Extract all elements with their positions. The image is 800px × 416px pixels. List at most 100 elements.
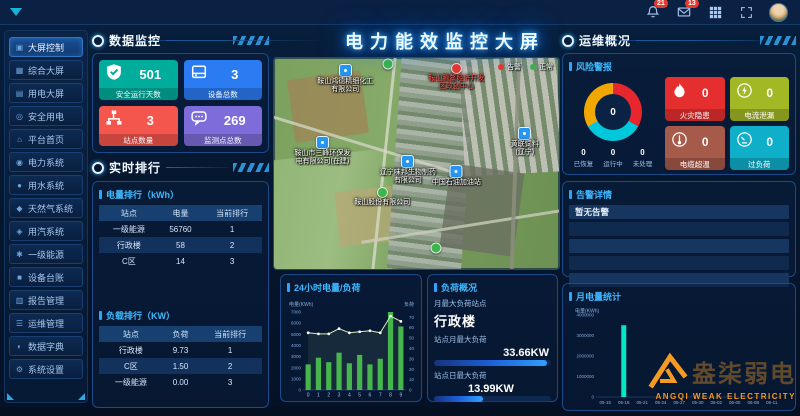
daily-max-load-value: 13.99KW	[468, 383, 514, 395]
sidebar-item-11[interactable]: ■ 设备台账	[9, 267, 83, 287]
hourly-bar-line-chart: 电量(KWh) 负荷 0 1000 2000 3000 4000 5000 6000 7000 0 1…	[287, 298, 415, 405]
table-cell: 一级能源	[112, 224, 145, 234]
map-marker[interactable]: 中国石油加油站	[432, 165, 481, 187]
apps-grid-button[interactable]	[707, 4, 723, 20]
sidebar-item-9[interactable]: ◈ 用汽系统	[9, 221, 83, 241]
comprehensive-screen-icon: ▦	[15, 65, 24, 75]
hourly-chart-subtitle: 24小时电量/负荷	[287, 281, 415, 294]
table-cell: 一级能源	[114, 377, 147, 387]
data-monitor-panel: 501 安全运行天数 3 设备总数 3 站点数量 269 监测点总数	[92, 53, 269, 153]
sidebar-item-6[interactable]: ◉ 电力系统	[9, 152, 83, 172]
monthly-energy-panel: 月电量统计 电量(KWh) 0 1000000 2000000 3000000 40000…	[562, 283, 796, 411]
map-marker[interactable]: 鞍山腾鳌经济开发区政创中心	[425, 62, 487, 91]
map-marker[interactable]: 鞍山鸿德精细化工有限公司	[314, 64, 376, 94]
risk-alert-cards: 0 火灾隐患 0 电流泄漏 0 电缆超温 0 过负荷	[665, 77, 789, 170]
messages-button[interactable]: 13	[676, 0, 699, 20]
risk-status-donut-chart: 0	[584, 83, 642, 141]
hourly-bar	[326, 362, 332, 390]
sidebar-item-14[interactable]: ◐ 数据字典	[9, 336, 83, 356]
monthly-energy-subtitle: 月电量统计	[569, 290, 789, 303]
subtitle-bar-icon	[569, 62, 572, 71]
screen-control-icon: ▣	[15, 42, 24, 52]
svg-text:70: 70	[409, 315, 415, 320]
alarm-detail-subtitle: 告警详情	[569, 188, 789, 201]
sidebar-item-5[interactable]: ⌂ 平台首页	[9, 129, 83, 149]
sidebar-item-label: 系统设置	[28, 364, 65, 375]
table-cell: C区	[124, 361, 138, 371]
ops-icon: ☰	[15, 318, 24, 328]
shield-check-icon	[105, 63, 123, 86]
sidebar-item-12[interactable]: ▥ 报告管理	[9, 290, 83, 310]
map-marker[interactable]: 黄联饲料(辽宁)	[508, 127, 542, 157]
svg-text:05-15: 05-15	[599, 400, 611, 405]
stat-card: 3 设备总数	[183, 60, 262, 100]
risk-alert-panel: 风险警报 0 0 已恢复 0 运行中 0 未处理 0 火灾隐患 0 电流泄漏 0 电缆超温 0 过负荷	[562, 53, 796, 175]
notifications-button[interactable]: 21	[645, 0, 668, 20]
map-marker[interactable]: 辽宁味邦生物制药有限公司	[377, 154, 439, 185]
realtime-rank-panel: 电量排行（kWh） 站点 电量 当前排行 一级能源 56760 1 行政楼 58 2 C区 14 3 …	[92, 181, 269, 408]
sidebar-item-3[interactable]: ▤ 用电大屏	[9, 83, 83, 103]
sidebar-item-4[interactable]: ◎ 安全用电	[9, 106, 83, 126]
table-row: C区 1.50 2	[99, 358, 262, 374]
table-cell: 0.00	[172, 377, 189, 387]
sidebar-item-1[interactable]: ▣ 大屏控制	[9, 37, 83, 57]
sidebar-item-2[interactable]: ▦ 综合大屏	[9, 60, 83, 80]
header-decor-line-left	[96, 40, 326, 41]
topbar-logo	[0, 8, 22, 16]
risk-alert-subtitle: 风险警报	[569, 60, 789, 73]
table-cell: 56760	[169, 224, 192, 234]
alert-card: 0 电缆超温	[665, 126, 725, 170]
table-cell: 9.73	[172, 345, 189, 355]
monthly-bar	[621, 325, 627, 397]
sidebar-item-label: 运维管理	[28, 318, 65, 329]
table-cell: 1	[229, 224, 235, 234]
sidebar-item-label: 一级能源	[28, 249, 65, 260]
map-marker[interactable]: 鞍山市三峰环保发电有限公司(在建)	[291, 135, 353, 166]
table-header: 电量	[158, 205, 203, 221]
map-marker[interactable]	[382, 58, 394, 70]
sidebar-item-label: 综合大屏	[28, 65, 65, 76]
svg-text:10: 10	[409, 377, 415, 382]
alert-value: 0	[766, 86, 774, 100]
sidebar-item-label: 天然气系统	[28, 203, 74, 214]
load-overview-subtitle: 负荷概况	[434, 281, 551, 294]
section-title: 运维概况	[579, 34, 632, 48]
map-pin-blue-icon	[449, 165, 463, 179]
sidebar-item-8[interactable]: ◆ 天然气系统	[9, 198, 83, 218]
monitor-points-icon	[190, 109, 208, 132]
svg-text:50: 50	[409, 336, 415, 341]
risk-status-item: 0 已恢复	[574, 148, 594, 168]
device-ledger-icon: ■	[17, 272, 22, 282]
user-avatar[interactable]	[769, 2, 788, 22]
map-marker-label: 中国石油加油站	[431, 179, 481, 187]
overload-icon	[736, 131, 753, 153]
monthly-max-load-caption: 站点月最大负荷	[434, 335, 487, 344]
hourly-line	[308, 315, 402, 335]
table-header: 负荷	[162, 326, 199, 342]
stat-value: 269	[223, 112, 246, 128]
sidebar-item-label: 报告管理	[28, 295, 65, 306]
svg-text:6: 6	[369, 393, 372, 399]
sidebar-item-13[interactable]: ☰ 运维管理	[9, 313, 83, 333]
section-decor-stripes	[233, 163, 269, 172]
legend-dot-icon	[498, 64, 504, 70]
sidebar-item-15[interactable]: ⚙ 系统设置	[9, 359, 83, 379]
satellite-map[interactable]: 告警 正常 鞍山鸿德精细化工有限公司 鞍山腾鳌经济开发区政创中心 鞍山市三峰环保发电有…	[273, 57, 560, 270]
svg-text:30: 30	[409, 356, 415, 361]
svg-text:20: 20	[409, 367, 415, 372]
fullscreen-button[interactable]	[738, 4, 754, 20]
fire-icon	[671, 82, 688, 104]
sidebar-item-10[interactable]: ✱ 一级能源	[9, 244, 83, 264]
risk-status-label: 运行中	[603, 161, 623, 168]
grid-icon	[709, 6, 721, 18]
power-system-icon: ◉	[16, 157, 23, 167]
map-marker[interactable]: 鞍山股份有限公司	[354, 187, 410, 207]
table-row: 行政楼 9.73 1	[99, 342, 262, 358]
map-marker[interactable]	[430, 242, 442, 254]
table-header: 当前排行	[202, 205, 262, 221]
sidebar-item-7[interactable]: ● 用水系统	[9, 175, 83, 195]
hourly-bar	[377, 358, 383, 390]
alert-card: 0 火灾隐患	[665, 77, 725, 121]
subtitle-bar-icon	[569, 190, 572, 199]
svg-text:7000: 7000	[291, 310, 302, 315]
